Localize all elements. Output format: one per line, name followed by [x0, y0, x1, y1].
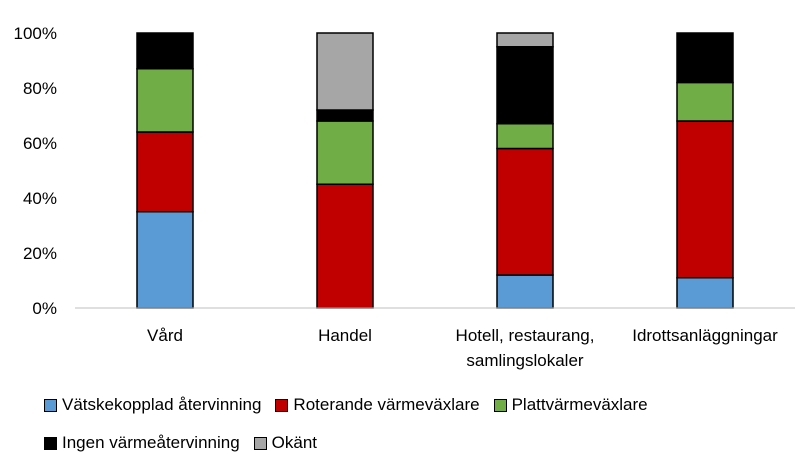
bar-segment — [496, 274, 554, 309]
legend-label: Roterande värmeväxlare — [293, 395, 480, 414]
x-category-label: Handel — [318, 326, 372, 345]
category-labels: Vård Handel Hotell, restaurang, samlingslok… — [147, 326, 778, 370]
bar-segment — [496, 123, 554, 150]
y-tick-label: 100% — [14, 24, 57, 43]
legend-item-plate: Plattvärmeväxlare — [493, 395, 648, 415]
bar-segment — [676, 32, 734, 84]
y-axis-ticks: 0% 20% 40% 60% 80% 100% — [14, 24, 57, 318]
x-category-label: Vård — [147, 326, 183, 345]
bar-stacks — [136, 32, 734, 309]
bar-segment — [496, 46, 554, 125]
stacked-bar-chart: 0% 20% 40% 60% 80% 100% Vård Handel Hotell, res… — [14, 24, 795, 370]
legend-label: Plattvärmeväxlare — [511, 395, 648, 414]
bar-segment — [676, 120, 734, 279]
x-category-label: Idrottsanläggningar — [632, 326, 778, 345]
legend-item-unknown: Okänt — [253, 433, 318, 453]
legend-label: Vätskekopplad återvinning — [62, 395, 262, 414]
legend-swatch-rotary — [275, 398, 289, 412]
legend-swatch-liquid-coupled — [44, 398, 57, 412]
legend-item-rotary: Roterande värmeväxlare — [275, 395, 480, 415]
legend-row-2: Ingen värmeåtervinning Okänt — [44, 430, 784, 456]
bar-segment — [316, 183, 374, 309]
bar-segment — [136, 131, 194, 213]
bar-segment — [136, 211, 194, 309]
bar-segment — [496, 32, 554, 48]
legend-swatch-none — [44, 436, 57, 450]
bar-segment — [316, 109, 374, 122]
legend: Vätskekopplad återvinning Roterande värm… — [44, 392, 784, 468]
y-tick-label: 60% — [23, 134, 57, 153]
legend-item-none: Ingen värmeåtervinning — [44, 433, 240, 453]
y-tick-label: 0% — [32, 299, 57, 318]
y-tick-label: 20% — [23, 244, 57, 263]
x-category-label: samlingslokaler — [466, 351, 583, 370]
bar-segment — [316, 32, 374, 111]
bar-segment — [136, 68, 194, 133]
bar-segment — [676, 81, 734, 122]
bar-segment — [676, 277, 734, 309]
bar-segment — [136, 32, 194, 70]
y-tick-label: 40% — [23, 189, 57, 208]
bar-segment — [316, 120, 374, 185]
legend-item-liquid-coupled: Vätskekopplad återvinning — [44, 395, 261, 415]
legend-label: Ingen värmeåtervinning — [62, 433, 240, 452]
legend-label: Okänt — [271, 433, 318, 452]
x-category-label: Hotell, restaurang, — [456, 326, 595, 345]
legend-swatch-plate — [493, 398, 507, 412]
legend-row-1: Vätskekopplad återvinning Roterande värm… — [44, 392, 784, 418]
bar-segment — [496, 147, 554, 276]
legend-swatch-unknown — [253, 436, 267, 450]
y-tick-label: 80% — [23, 79, 57, 98]
